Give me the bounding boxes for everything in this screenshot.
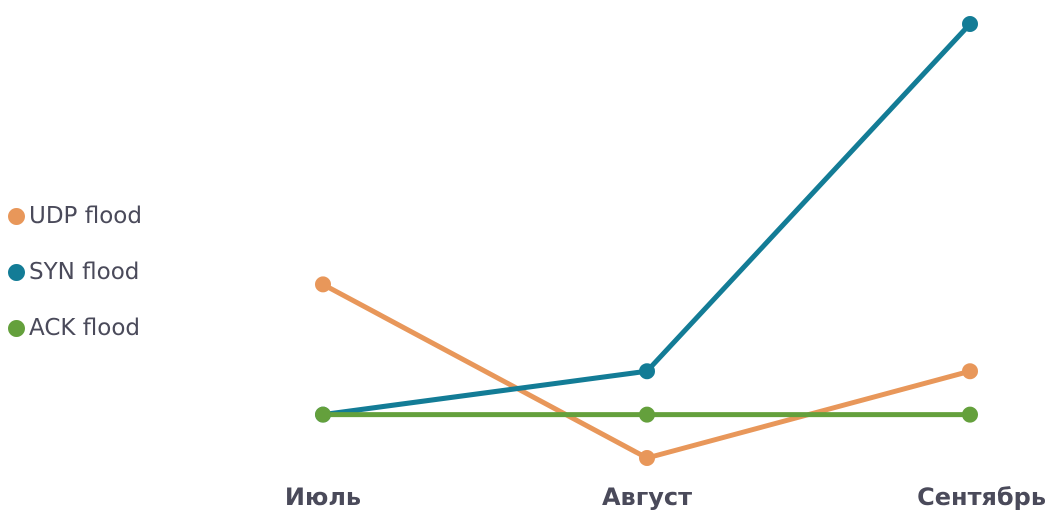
data-point-syn-flood (962, 16, 978, 32)
x-tick-label: Июль (285, 483, 361, 511)
x-axis-tick-labels: Июль Август Сентябрь (285, 483, 1046, 511)
legend-item-ack-flood: ACK flood (8, 300, 142, 356)
x-tick-label: Сентябрь (917, 483, 1046, 511)
legend-marker-icon (8, 207, 25, 225)
data-point-ack-flood (962, 406, 978, 423)
legend-label: ACK flood (29, 314, 141, 341)
legend-item-udp-flood: UDP flood (8, 188, 142, 244)
data-point-udp-flood (962, 363, 978, 380)
series-line-syn-flood (320, 21, 973, 418)
legend: UDP flood SYN flood ACK flood (8, 188, 142, 356)
data-point-syn-flood (639, 363, 655, 380)
legend-marker-icon (8, 263, 25, 281)
legend-marker-icon (8, 319, 25, 337)
x-tick-label: Август (602, 483, 692, 511)
data-point-udp-flood (639, 450, 655, 466)
data-point-ack-flood (639, 406, 655, 423)
data-point-ack-flood (315, 406, 331, 423)
legend-item-syn-flood: SYN flood (8, 244, 142, 300)
legend-label: SYN flood (29, 258, 140, 285)
series-lines (320, 21, 973, 461)
data-point-udp-flood (315, 276, 331, 293)
legend-label: UDP flood (29, 202, 142, 229)
series-points (315, 16, 978, 466)
